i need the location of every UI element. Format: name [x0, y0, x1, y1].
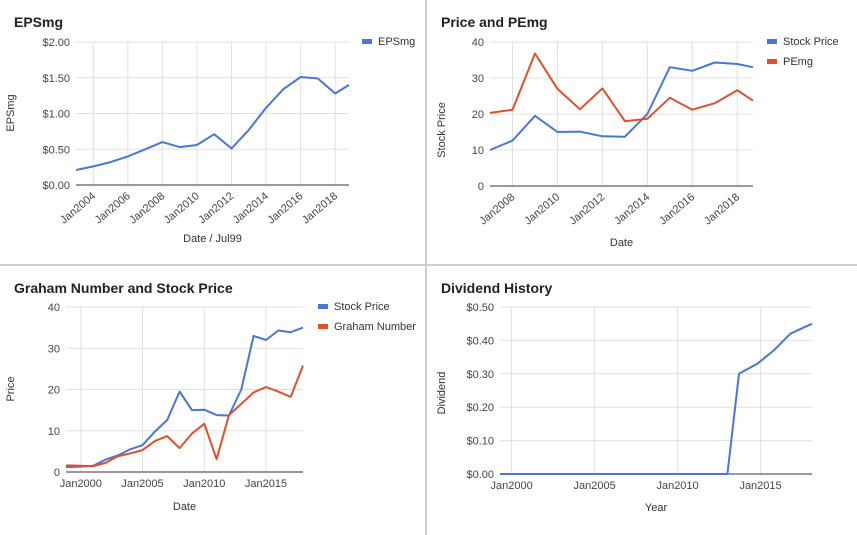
legend-swatch	[362, 39, 372, 44]
legend-swatch	[767, 39, 777, 44]
x-tick-label: Jan2016	[265, 190, 305, 226]
x-axis-title: Date / Jul99	[183, 233, 242, 245]
x-tick-label: Jan2010	[522, 191, 562, 227]
graham-chart-panel: Graham Number and Stock Price 0 10 20 30 40 J…	[0, 266, 425, 535]
legend-swatch	[318, 324, 328, 329]
y-tick-label: 40	[472, 37, 484, 49]
y-tick-label: $2.00	[42, 37, 70, 49]
x-tick-label: Jan2000	[60, 478, 102, 490]
legend-label: PEmg	[783, 56, 813, 68]
dividend-chart: $0.00 $0.10 $0.20 $0.30 $0.40 $0.50 Jan2000 Jan…	[436, 302, 813, 514]
chart-title: Graham Number and Stock Price	[14, 280, 233, 296]
x-tick-label: Jan2005	[121, 478, 163, 490]
y-tick-label: $0.50	[42, 144, 70, 156]
x-tick-label: Jan2008	[127, 190, 167, 226]
y-axis-title: Stock Price	[436, 102, 448, 158]
y-tick-label: $0.30	[466, 369, 494, 381]
x-axis-title: Date	[610, 237, 633, 249]
x-tick-label: Jan2010	[183, 478, 225, 490]
chart-title: Dividend History	[441, 280, 553, 296]
series-line	[65, 326, 304, 469]
chart-title: Price and PEmg	[441, 14, 548, 30]
x-tick-label: Jan2000	[491, 480, 533, 492]
x-tick-label: Jan2010	[656, 480, 698, 492]
y-tick-label: 10	[48, 426, 60, 438]
x-tick-label: Jan2015	[739, 480, 781, 492]
y-tick-label: 30	[472, 73, 484, 85]
x-tick-label: Jan2012	[196, 190, 236, 226]
x-tick-label: Jan2014	[612, 191, 652, 227]
x-tick-label: Jan2016	[657, 191, 697, 227]
y-axis-title: EPSmg	[5, 94, 17, 131]
x-tick-label: Jan2005	[573, 480, 615, 492]
x-tick-label: Jan2012	[567, 191, 607, 227]
y-tick-label: $0.00	[466, 469, 494, 481]
series-line	[489, 61, 754, 151]
y-tick-label: 30	[48, 343, 60, 355]
x-tick-label: Jan2004	[58, 190, 98, 226]
x-tick-label: Jan2015	[245, 478, 287, 490]
series-line	[75, 76, 350, 171]
y-tick-label: 0	[478, 181, 484, 193]
chart-title: EPSmg	[14, 14, 64, 30]
y-tick-label: 20	[472, 109, 484, 121]
legend-label: Stock Price	[783, 36, 839, 48]
legend-label: Graham Number	[334, 321, 416, 333]
x-tick-label: Jan2014	[231, 190, 271, 226]
eps-chart: $0.00$0.50$1.00$1.50$2.00Jan2004Jan2006J…	[5, 36, 415, 245]
x-axis-title: Date	[173, 501, 196, 513]
y-tick-label: $0.10	[466, 436, 494, 448]
y-tick-label: $0.50	[466, 302, 494, 314]
dividend-chart-panel: Dividend History $0.00 $0.10 $0.20 $0.30 $0.…	[427, 266, 857, 535]
x-tick-label: Jan2010	[162, 190, 202, 226]
legend-label: Stock Price	[334, 301, 390, 313]
graham-chart: 0 10 20 30 40 Jan2000 Jan2005 Jan2010 Jan2015 Dat…	[5, 301, 416, 513]
y-tick-label: $1.00	[42, 109, 70, 121]
price-pe-chart-panel: Price and PEmg 0 10 20 30 40 Jan2008 Jan2010 Ja…	[427, 0, 857, 264]
series-line	[500, 322, 813, 475]
series-line	[489, 52, 754, 123]
y-tick-label: 10	[472, 145, 484, 157]
x-axis-title: Year	[645, 502, 668, 514]
series-line	[65, 365, 304, 468]
legend-swatch	[318, 304, 328, 309]
y-axis-title: Price	[5, 376, 17, 401]
y-tick-label: $0.00	[42, 180, 70, 192]
x-tick-label: Jan2018	[702, 191, 742, 227]
eps-chart-panel: EPSmg $0.00 $0.50 $1.00 $1.50 $2.00 Jan2004 Ja…	[0, 0, 425, 264]
x-tick-label: Jan2008	[477, 191, 517, 227]
legend-label: EPSmg	[378, 36, 415, 48]
y-axis-title: Dividend	[436, 372, 448, 415]
y-tick-label: $1.50	[42, 73, 70, 85]
x-tick-label: Jan2018	[300, 190, 340, 226]
y-tick-label: 40	[48, 302, 60, 314]
x-tick-label: Jan2006	[93, 190, 133, 226]
y-tick-label: $0.40	[466, 335, 494, 347]
legend-swatch	[767, 59, 777, 64]
y-tick-label: $0.20	[466, 402, 494, 414]
y-tick-label: 0	[54, 467, 60, 479]
y-tick-label: 20	[48, 385, 60, 397]
